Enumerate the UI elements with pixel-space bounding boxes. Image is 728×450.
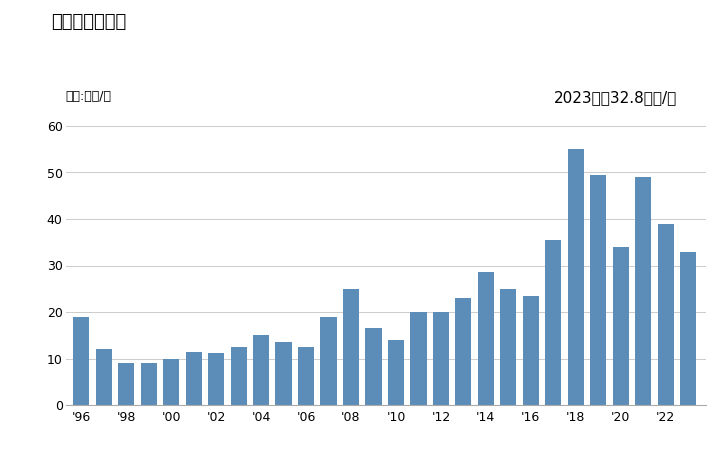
Bar: [253, 335, 269, 405]
Bar: [208, 353, 224, 405]
Bar: [141, 363, 157, 405]
Bar: [343, 289, 359, 405]
Bar: [657, 224, 674, 405]
Bar: [590, 175, 606, 405]
Bar: [95, 349, 112, 405]
Bar: [118, 363, 134, 405]
Bar: [411, 312, 427, 405]
Text: 単位:万円/台: 単位:万円/台: [66, 90, 111, 103]
Bar: [163, 359, 179, 405]
Bar: [613, 247, 629, 405]
Bar: [478, 272, 494, 405]
Text: 2023年：32.8万円/台: 2023年：32.8万円/台: [554, 90, 677, 105]
Bar: [568, 149, 584, 405]
Bar: [231, 347, 247, 405]
Bar: [365, 328, 381, 405]
Bar: [320, 317, 336, 405]
Bar: [388, 340, 404, 405]
Bar: [186, 351, 202, 405]
Bar: [635, 177, 652, 405]
Bar: [298, 347, 314, 405]
Bar: [455, 298, 472, 405]
Bar: [433, 312, 449, 405]
Bar: [275, 342, 292, 405]
Bar: [545, 240, 561, 405]
Bar: [73, 317, 90, 405]
Text: 輸出価格の推移: 輸出価格の推移: [51, 14, 126, 32]
Bar: [500, 289, 516, 405]
Bar: [523, 296, 539, 405]
Bar: [680, 252, 696, 405]
